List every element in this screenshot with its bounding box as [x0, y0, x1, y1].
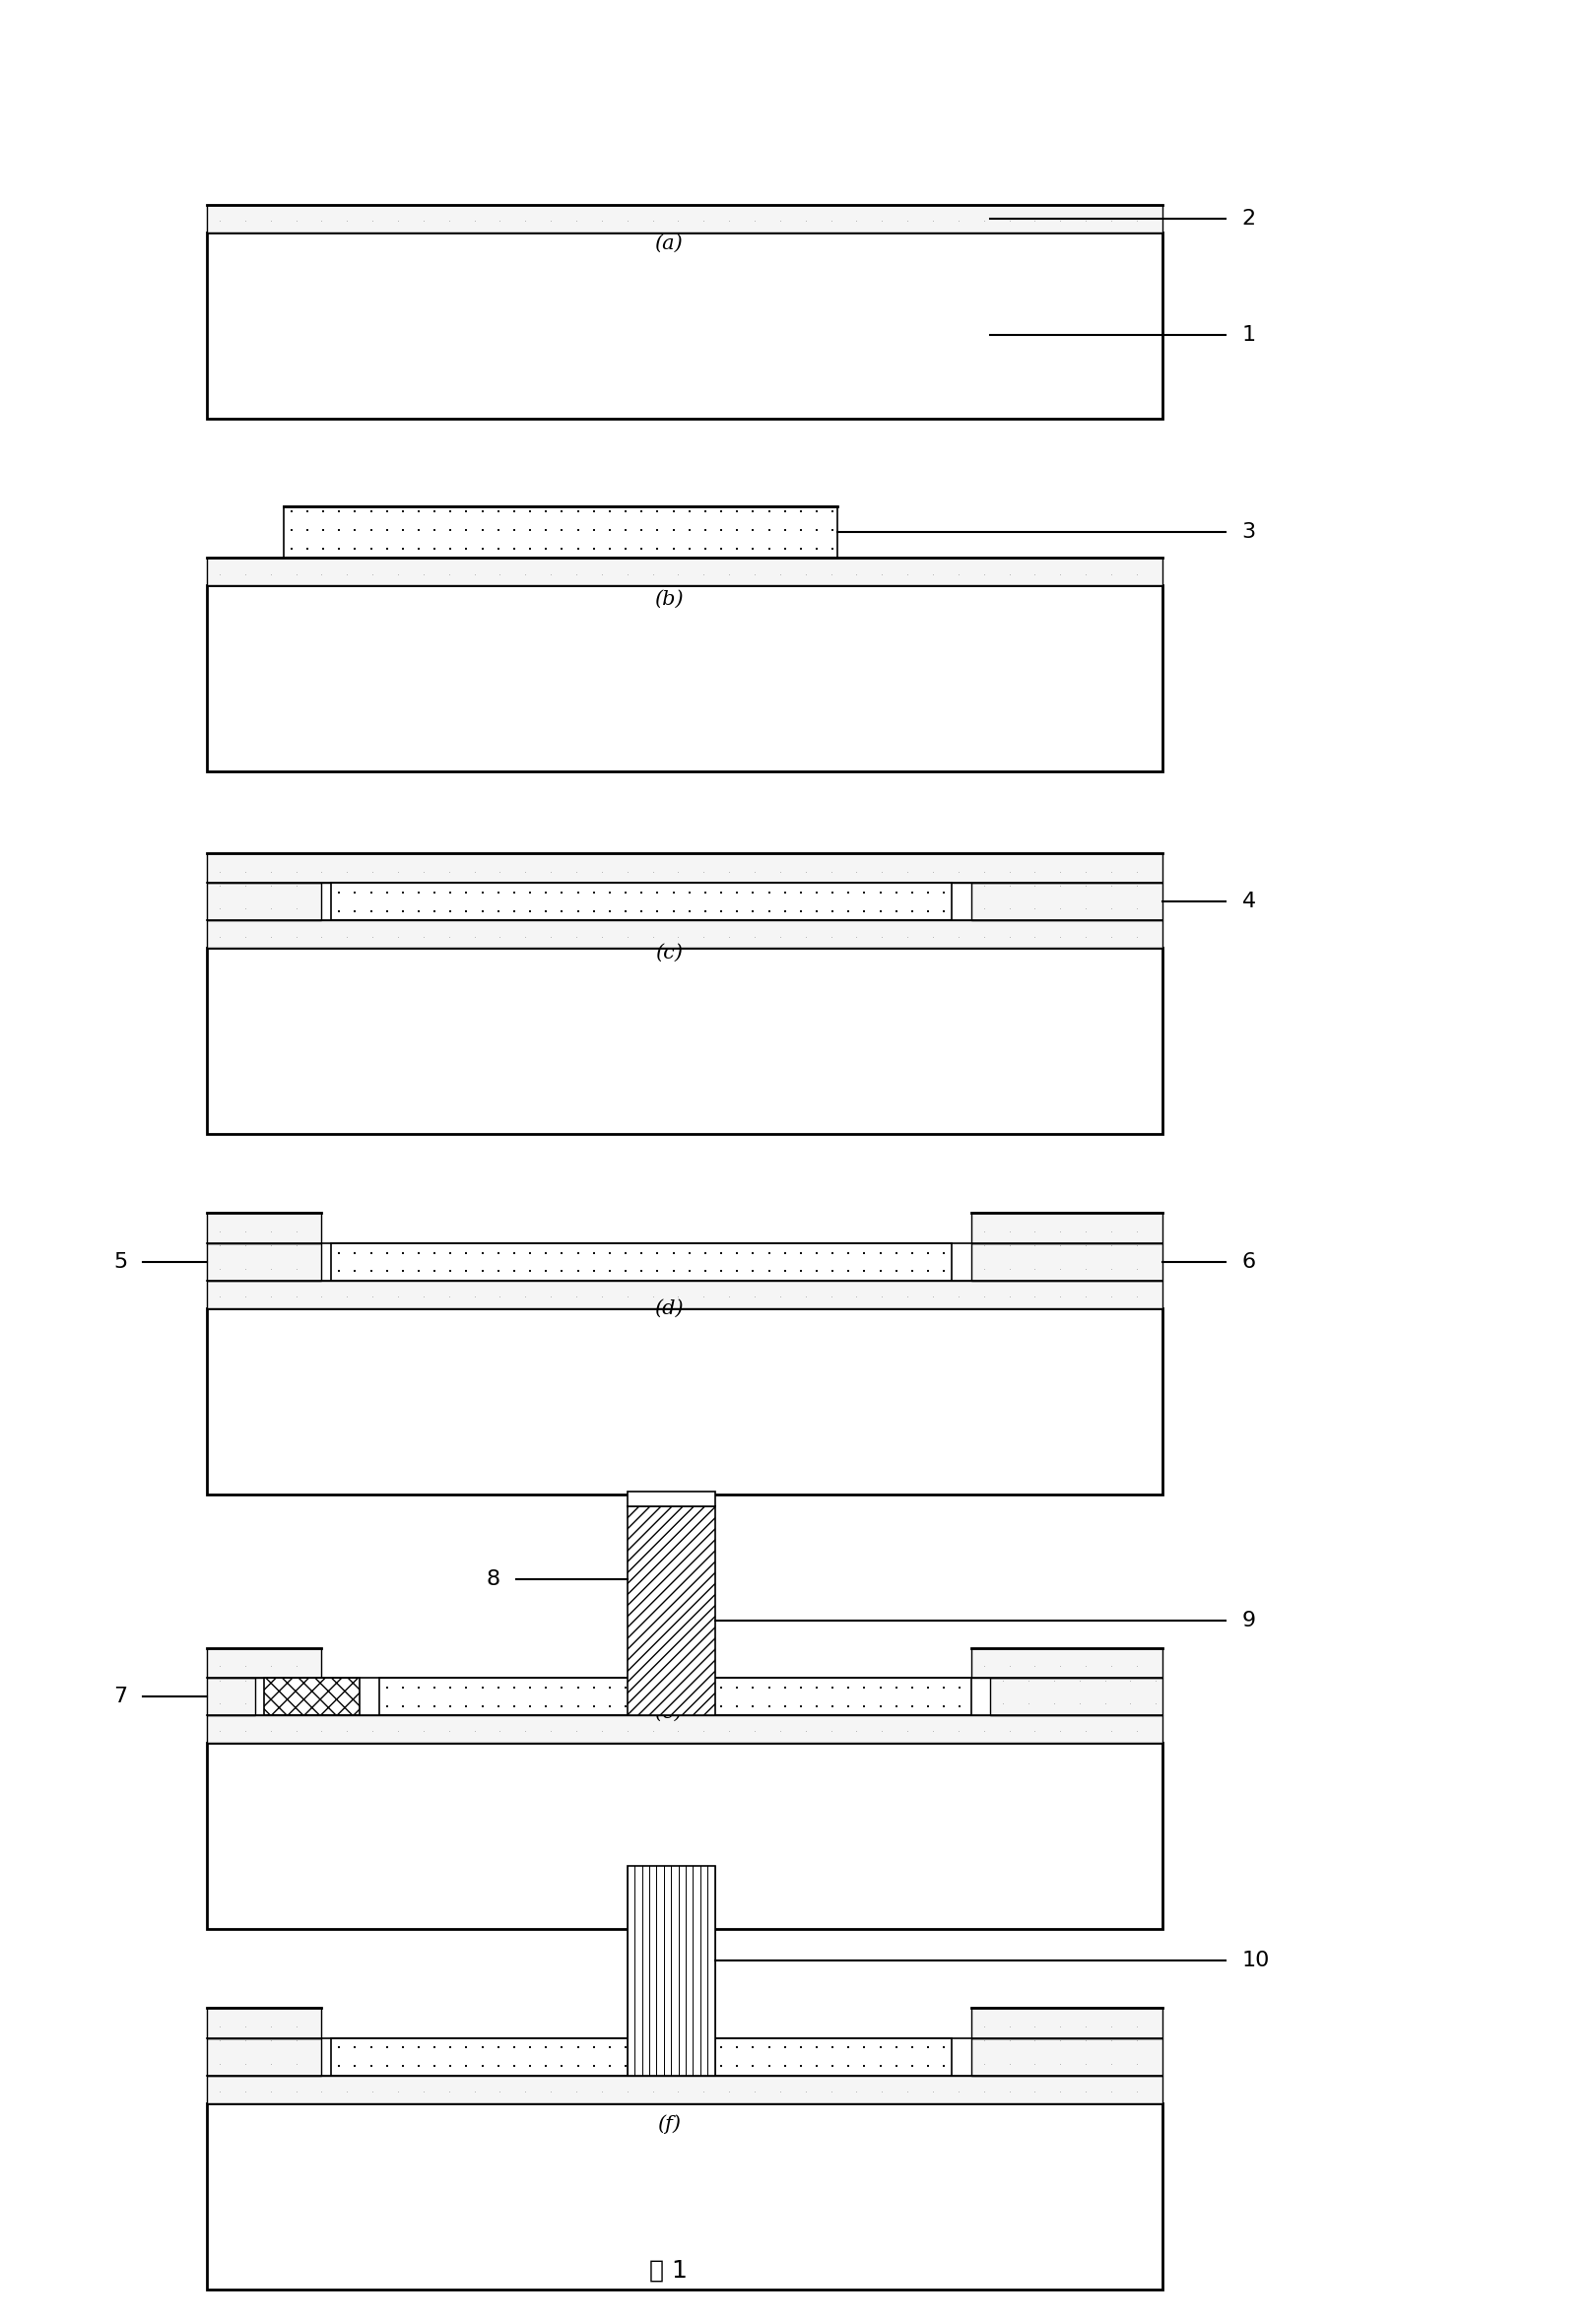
Text: (d): (d) — [654, 1299, 683, 1318]
Bar — [264, 1678, 360, 1715]
Polygon shape — [207, 2103, 1162, 2289]
Polygon shape — [971, 1213, 1162, 1243]
Polygon shape — [971, 883, 1162, 920]
Polygon shape — [207, 1213, 322, 1243]
Text: (e): (e) — [654, 1703, 683, 1722]
Polygon shape — [207, 948, 1162, 1134]
Polygon shape — [207, 1281, 1162, 1308]
Polygon shape — [207, 558, 1162, 586]
Polygon shape — [331, 1243, 952, 1281]
Polygon shape — [331, 2038, 952, 2075]
Polygon shape — [627, 1492, 715, 1506]
Text: 9: 9 — [1242, 1611, 1256, 1631]
Polygon shape — [207, 853, 1162, 883]
Polygon shape — [207, 920, 1162, 948]
Polygon shape — [207, 2075, 1162, 2103]
Text: 4: 4 — [1242, 892, 1256, 911]
Text: 3: 3 — [1242, 523, 1256, 541]
Polygon shape — [207, 1243, 322, 1281]
Polygon shape — [971, 2038, 1162, 2075]
Polygon shape — [207, 1743, 1162, 1929]
Text: 6: 6 — [1242, 1253, 1256, 1271]
Polygon shape — [207, 1678, 255, 1715]
Polygon shape — [283, 507, 837, 558]
Polygon shape — [990, 1678, 1162, 1715]
Polygon shape — [207, 2008, 322, 2038]
Polygon shape — [207, 586, 1162, 772]
Polygon shape — [207, 1715, 1162, 1743]
Polygon shape — [207, 1648, 322, 1678]
Polygon shape — [207, 205, 1162, 232]
Text: 1: 1 — [1242, 325, 1256, 344]
Text: (f): (f) — [657, 2115, 680, 2133]
Polygon shape — [971, 1243, 1162, 1281]
Polygon shape — [207, 232, 1162, 418]
Polygon shape — [971, 1648, 1162, 1678]
Polygon shape — [207, 883, 322, 920]
Polygon shape — [379, 1678, 971, 1715]
Polygon shape — [207, 1308, 1162, 1494]
Text: 2: 2 — [1242, 209, 1256, 228]
Text: (a): (a) — [654, 235, 683, 253]
Text: 5: 5 — [113, 1253, 127, 1271]
Polygon shape — [331, 883, 952, 920]
Text: 8: 8 — [486, 1569, 500, 1590]
Polygon shape — [971, 2008, 1162, 2038]
Text: (c): (c) — [654, 944, 683, 962]
Bar — [627, 1506, 715, 1715]
Text: 10: 10 — [1242, 1950, 1270, 1971]
Text: 图 1: 图 1 — [650, 2259, 688, 2282]
Polygon shape — [207, 2038, 322, 2075]
Text: (b): (b) — [654, 590, 683, 609]
Text: 7: 7 — [113, 1687, 127, 1706]
Polygon shape — [627, 1866, 715, 2075]
